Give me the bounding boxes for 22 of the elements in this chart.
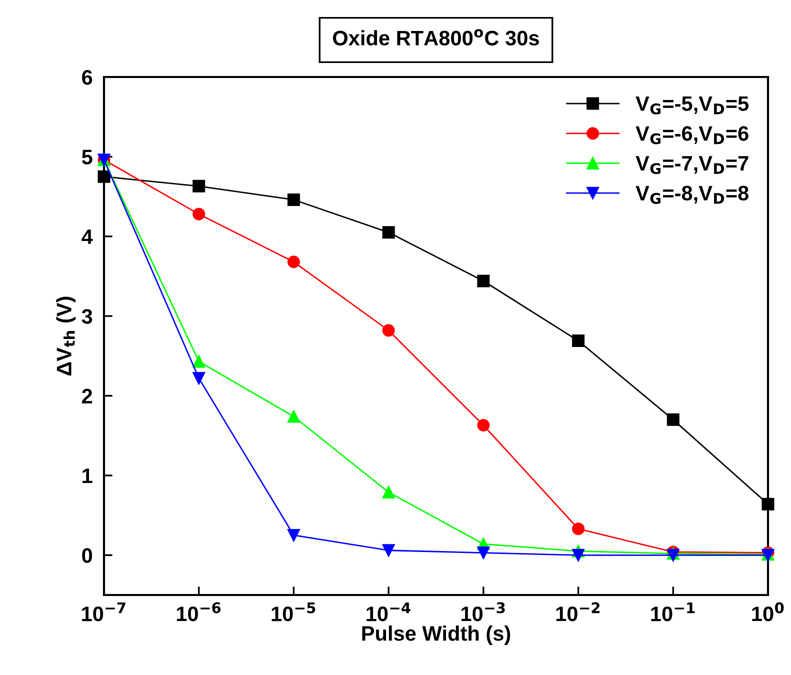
y-tick-label: 4 [82, 230, 93, 244]
y-tick-label: 6 [82, 70, 92, 85]
x-tick-label: 10$^{−3}$ [462, 602, 505, 622]
y-tick-label: 1 [82, 468, 92, 484]
legend-label: V$_{G}$=-8,V$_{D}$=8 [636, 186, 748, 204]
legend-label: V$_{G}$=-5,V$_{D}$=5 [636, 96, 749, 114]
x-tick-label: 10$^{−2}$ [556, 602, 600, 622]
x-tick-label: 10$^{0}$ [752, 602, 784, 622]
y-tick-label: 2 [82, 388, 92, 404]
y-tick-label: 5 [82, 150, 92, 164]
x-tick-label: 10$^{−4}$ [366, 602, 410, 622]
x-tick-label: 10$^{−5}$ [272, 602, 316, 622]
x-tick-label: 10$^{−7}$ [82, 602, 126, 622]
legend-label: V$_{G}$=-7,V$_{D}$=7 [636, 156, 748, 174]
x-tick-label: 10$^{−1}$ [651, 602, 695, 622]
x-axis-title: Pulse Width (s) [362, 626, 510, 645]
x-tick-label: 10$^{−6}$ [176, 602, 221, 622]
legend-label: V$_{G}$=-6,V$_{D}$=6 [636, 126, 748, 144]
y-tick-label: 0 [82, 548, 92, 563]
y-tick-label: 3 [82, 309, 92, 324]
y-axis-title: ΔV$_{th}$ (V) [56, 296, 76, 376]
chart-title: Oxide RTA800$^{o}$C 30s [333, 29, 539, 46]
